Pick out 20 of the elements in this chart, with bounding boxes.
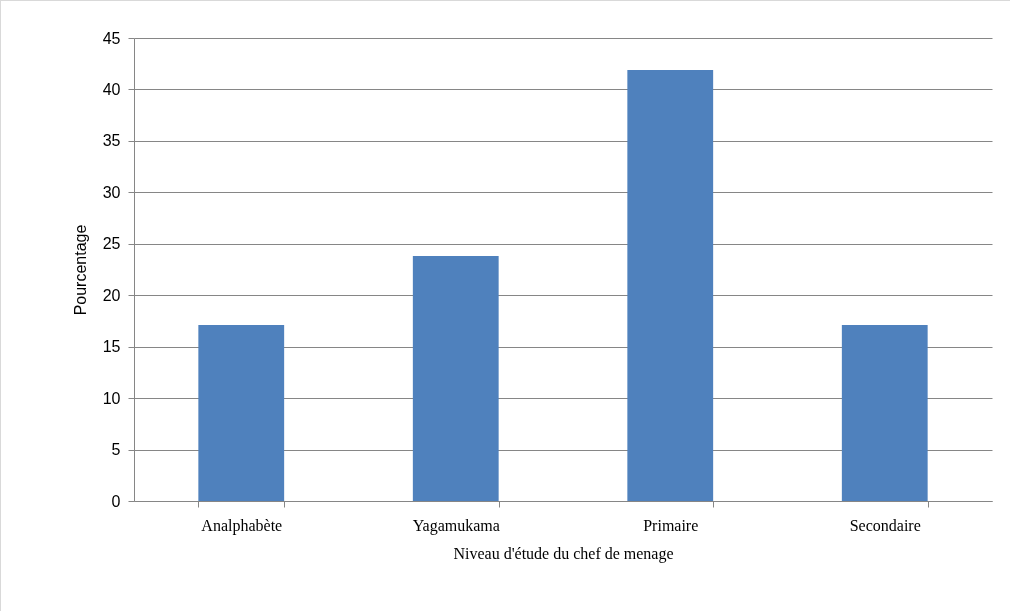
y-tick-label: 10: [102, 389, 121, 407]
bar: [841, 325, 928, 501]
y-tick-label: 30: [102, 183, 121, 201]
y-axis-title: Pourcentage: [71, 224, 89, 316]
bar: [412, 256, 499, 501]
y-tick-label: 0: [111, 492, 121, 510]
y-tick-label: 25: [102, 235, 121, 253]
y-tick-label: 35: [102, 132, 121, 150]
y-tick-label: 15: [102, 338, 121, 356]
bar: [198, 325, 285, 501]
x-axis-title: Niveau d'étude du chef de menage: [453, 544, 674, 563]
x-tick-label: Yagamukama: [412, 516, 500, 535]
bar: [627, 69, 714, 501]
y-tick-label: 20: [102, 286, 121, 304]
x-tick-label: Primaire: [643, 516, 699, 534]
y-tick-label: 5: [111, 441, 121, 459]
y-tick-label: 40: [102, 80, 121, 98]
y-tick-label: 45: [102, 29, 121, 47]
x-tick-label: Analphabète: [201, 516, 283, 535]
x-tick-label: Secondaire: [849, 516, 921, 534]
